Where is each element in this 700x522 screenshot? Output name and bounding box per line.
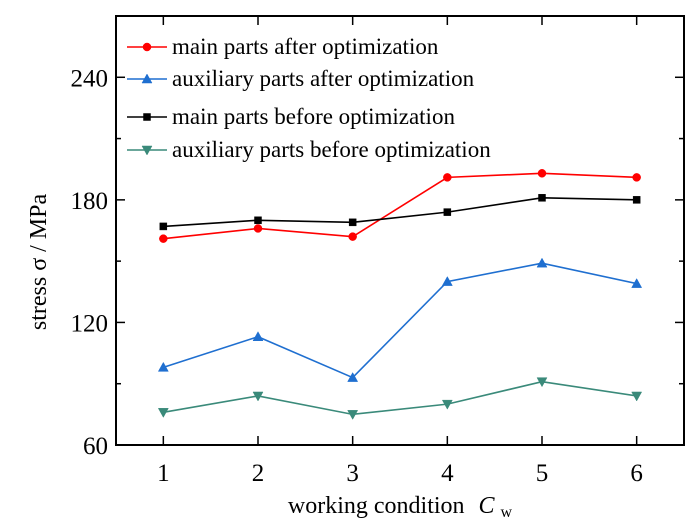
legend-marker <box>141 73 153 84</box>
data-point <box>347 410 359 420</box>
legend-label: auxiliary parts after optimization <box>172 66 475 91</box>
y-tick-label: 180 <box>71 188 109 215</box>
x-axis-title: working condition C w <box>288 493 513 521</box>
data-point <box>252 391 264 402</box>
data-point <box>631 278 643 288</box>
data-point <box>441 399 453 410</box>
data-point <box>159 222 168 231</box>
data-point <box>253 224 263 233</box>
x-tick-label: 1 <box>157 460 170 487</box>
data-point <box>632 173 641 182</box>
x-axis-title-subscript: w <box>501 504 513 521</box>
data-point <box>537 169 547 178</box>
x-tick-label: 4 <box>441 460 454 487</box>
data-point <box>443 208 452 216</box>
y-tick-label: 240 <box>71 65 109 92</box>
series-line <box>163 197 637 228</box>
series-1 <box>159 169 641 243</box>
legend-item: auxiliary parts after optimization <box>127 66 475 91</box>
data-point <box>348 218 357 227</box>
data-point <box>157 361 169 372</box>
data-point <box>631 391 643 402</box>
data-point <box>441 276 453 286</box>
x-axis-title-text: working condition <box>288 493 465 519</box>
series-4 <box>157 377 643 420</box>
data-point <box>348 232 357 241</box>
series-3 <box>159 194 641 231</box>
data-point <box>347 372 359 382</box>
legend-marker <box>142 42 152 52</box>
y-tick-label: 60 <box>83 433 108 460</box>
legend-label: main parts before optimization <box>172 104 455 129</box>
series-2 <box>157 257 643 382</box>
x-tick-label: 5 <box>536 460 549 487</box>
data-point <box>632 196 641 204</box>
x-tick-label: 2 <box>252 460 265 487</box>
legend-item: main parts before optimization <box>127 104 455 129</box>
series-line <box>163 262 637 379</box>
legend-label: auxiliary parts before optimization <box>172 137 491 162</box>
series-line <box>163 172 637 240</box>
legend-marker <box>141 145 153 156</box>
legend-item: main parts after optimization <box>127 34 439 59</box>
x-axis-title-symbol: C <box>479 493 496 519</box>
data-point <box>254 216 262 225</box>
data-point <box>159 234 168 243</box>
axis-ticks: 1 2 3 4 5 6 60 120 180 240 <box>71 15 684 487</box>
y-axis-title: stress σ / MPa <box>26 194 52 331</box>
x-tick-label: 6 <box>630 460 643 487</box>
x-tick-label: 3 <box>346 460 359 487</box>
data-point <box>157 408 169 418</box>
legend-marker <box>143 113 151 121</box>
y-tick-label: 120 <box>71 310 109 337</box>
legend-label: main parts after optimization <box>172 34 439 59</box>
legend: main parts after optimization auxiliary p… <box>127 34 491 162</box>
data-point <box>536 257 548 268</box>
plot-frame <box>115 15 685 446</box>
legend-item: auxiliary parts before optimization <box>127 137 491 162</box>
data-point <box>536 377 548 388</box>
data-point <box>538 194 546 202</box>
data-point <box>252 331 264 341</box>
series-line <box>163 380 637 416</box>
series-group <box>157 169 643 420</box>
data-point <box>443 173 452 182</box>
